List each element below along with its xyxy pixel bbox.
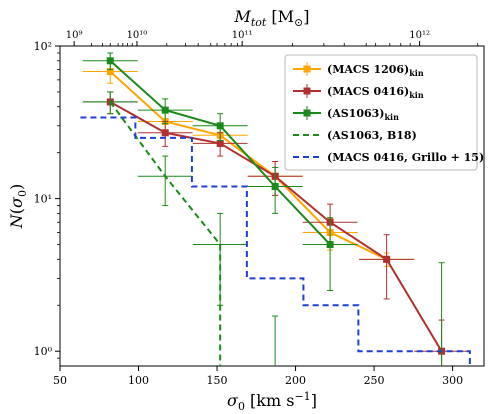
data-point — [161, 106, 169, 114]
x-tick-label: 50 — [53, 374, 67, 387]
data-point — [216, 139, 224, 147]
x-tick-label: 250 — [364, 374, 385, 387]
legend-label: (MACS 1206)kin — [327, 63, 424, 78]
top-tick-label: 10¹² — [409, 30, 430, 41]
series-step-line — [80, 116, 471, 366]
data-point — [383, 255, 391, 263]
plot-frame — [59, 45, 485, 367]
data-point — [161, 129, 169, 137]
legend-label: (MACS 0416)kin — [327, 85, 424, 100]
x-axis-title: σ0 [km s−1] — [227, 390, 317, 413]
x-tick-label: 200 — [285, 374, 306, 387]
data-point — [216, 122, 224, 130]
data-point — [106, 68, 114, 76]
series-line — [109, 101, 222, 366]
data-point — [106, 57, 114, 65]
legend-label: (AS1063, B18) — [327, 129, 417, 142]
y-tick-label: 10¹ — [34, 193, 52, 206]
x-tick-label: 300 — [442, 374, 463, 387]
y-tick-label: 10⁰ — [34, 345, 53, 358]
legend-label: (AS1063)kin — [327, 107, 399, 122]
data-point — [326, 241, 334, 249]
top-tick-label: 10⁹ — [66, 30, 83, 41]
top-tick-label: 10¹⁰ — [127, 30, 148, 41]
legend: (MACS 1206)kin (MACS 0416)kin (AS1063)kin (… — [284, 54, 484, 171]
top-tick-label: 10¹¹ — [232, 30, 253, 41]
x-tick-label: 150 — [207, 374, 228, 387]
y-tick-label: 10² — [34, 40, 52, 53]
y-axis-title: N(σ0) — [7, 184, 29, 229]
legend-box — [284, 54, 478, 171]
marks-group — [80, 52, 471, 366]
axes-group: 50 100 150 200 250 300 10⁰ 10¹ 10² 10⁹ 10¹⁰ 10¹¹ 10¹… — [34, 30, 479, 387]
top-axis-title: Mtot [M⊙] — [233, 7, 309, 29]
data-point — [271, 183, 279, 191]
x-tick-label: 100 — [128, 374, 149, 387]
legend-label: (MACS 0416, Grillo + 15) — [327, 151, 484, 164]
